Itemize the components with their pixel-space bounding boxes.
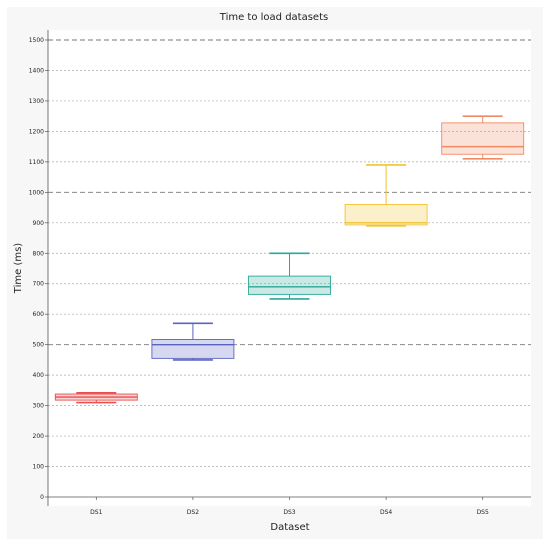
y-tick-label: 800: [33, 250, 45, 257]
y-tick-label: 1300: [29, 98, 44, 105]
y-tick-label: 1100: [29, 159, 44, 166]
box-rect: [248, 275, 331, 295]
y-tick-label: 300: [33, 403, 45, 410]
y-tick-label: 700: [33, 281, 45, 288]
box-ds1: [54, 392, 138, 404]
x-tick-label: DS3: [283, 509, 295, 516]
y-tick-label: 0: [40, 494, 44, 501]
box-rect: [151, 339, 235, 359]
y-tick-label: 200: [33, 433, 45, 440]
y-tick-label: 100: [33, 464, 45, 471]
y-tick-label: 1000: [29, 189, 44, 196]
box-rect: [344, 204, 428, 226]
box-ds2: [151, 322, 235, 361]
y-tick-label: 400: [33, 372, 45, 379]
box-rect: [441, 122, 525, 155]
x-axis-title: Dataset: [270, 522, 309, 533]
x-axis-ticks: DS1 DS2 DS3 DS4 DS5: [90, 497, 489, 516]
y-tick-label: 500: [33, 342, 45, 349]
x-tick-label: DS5: [477, 509, 489, 516]
box-ds5: [441, 115, 525, 160]
grid-lines: [48, 39, 531, 467]
y-tick-label: 900: [33, 220, 45, 227]
x-tick-label: DS4: [380, 509, 392, 516]
y-tick-label: 1400: [29, 67, 44, 74]
x-tick-label: DS1: [90, 509, 102, 516]
box-ds3: [248, 252, 331, 300]
y-axis-title: Time (ms): [13, 243, 24, 295]
y-tick-label: 600: [33, 311, 45, 318]
y-tick-label: 1200: [29, 128, 44, 135]
y-axis-ticks: 0 100 200 300 400 500 600 700 800 900 1000 1100 1200…: [29, 37, 48, 501]
box-series: [54, 115, 525, 404]
box-ds4: [344, 164, 428, 227]
y-tick-label: 1500: [29, 37, 44, 44]
chart-title: Time to load datasets: [219, 12, 328, 23]
x-tick-label: DS2: [187, 509, 199, 516]
